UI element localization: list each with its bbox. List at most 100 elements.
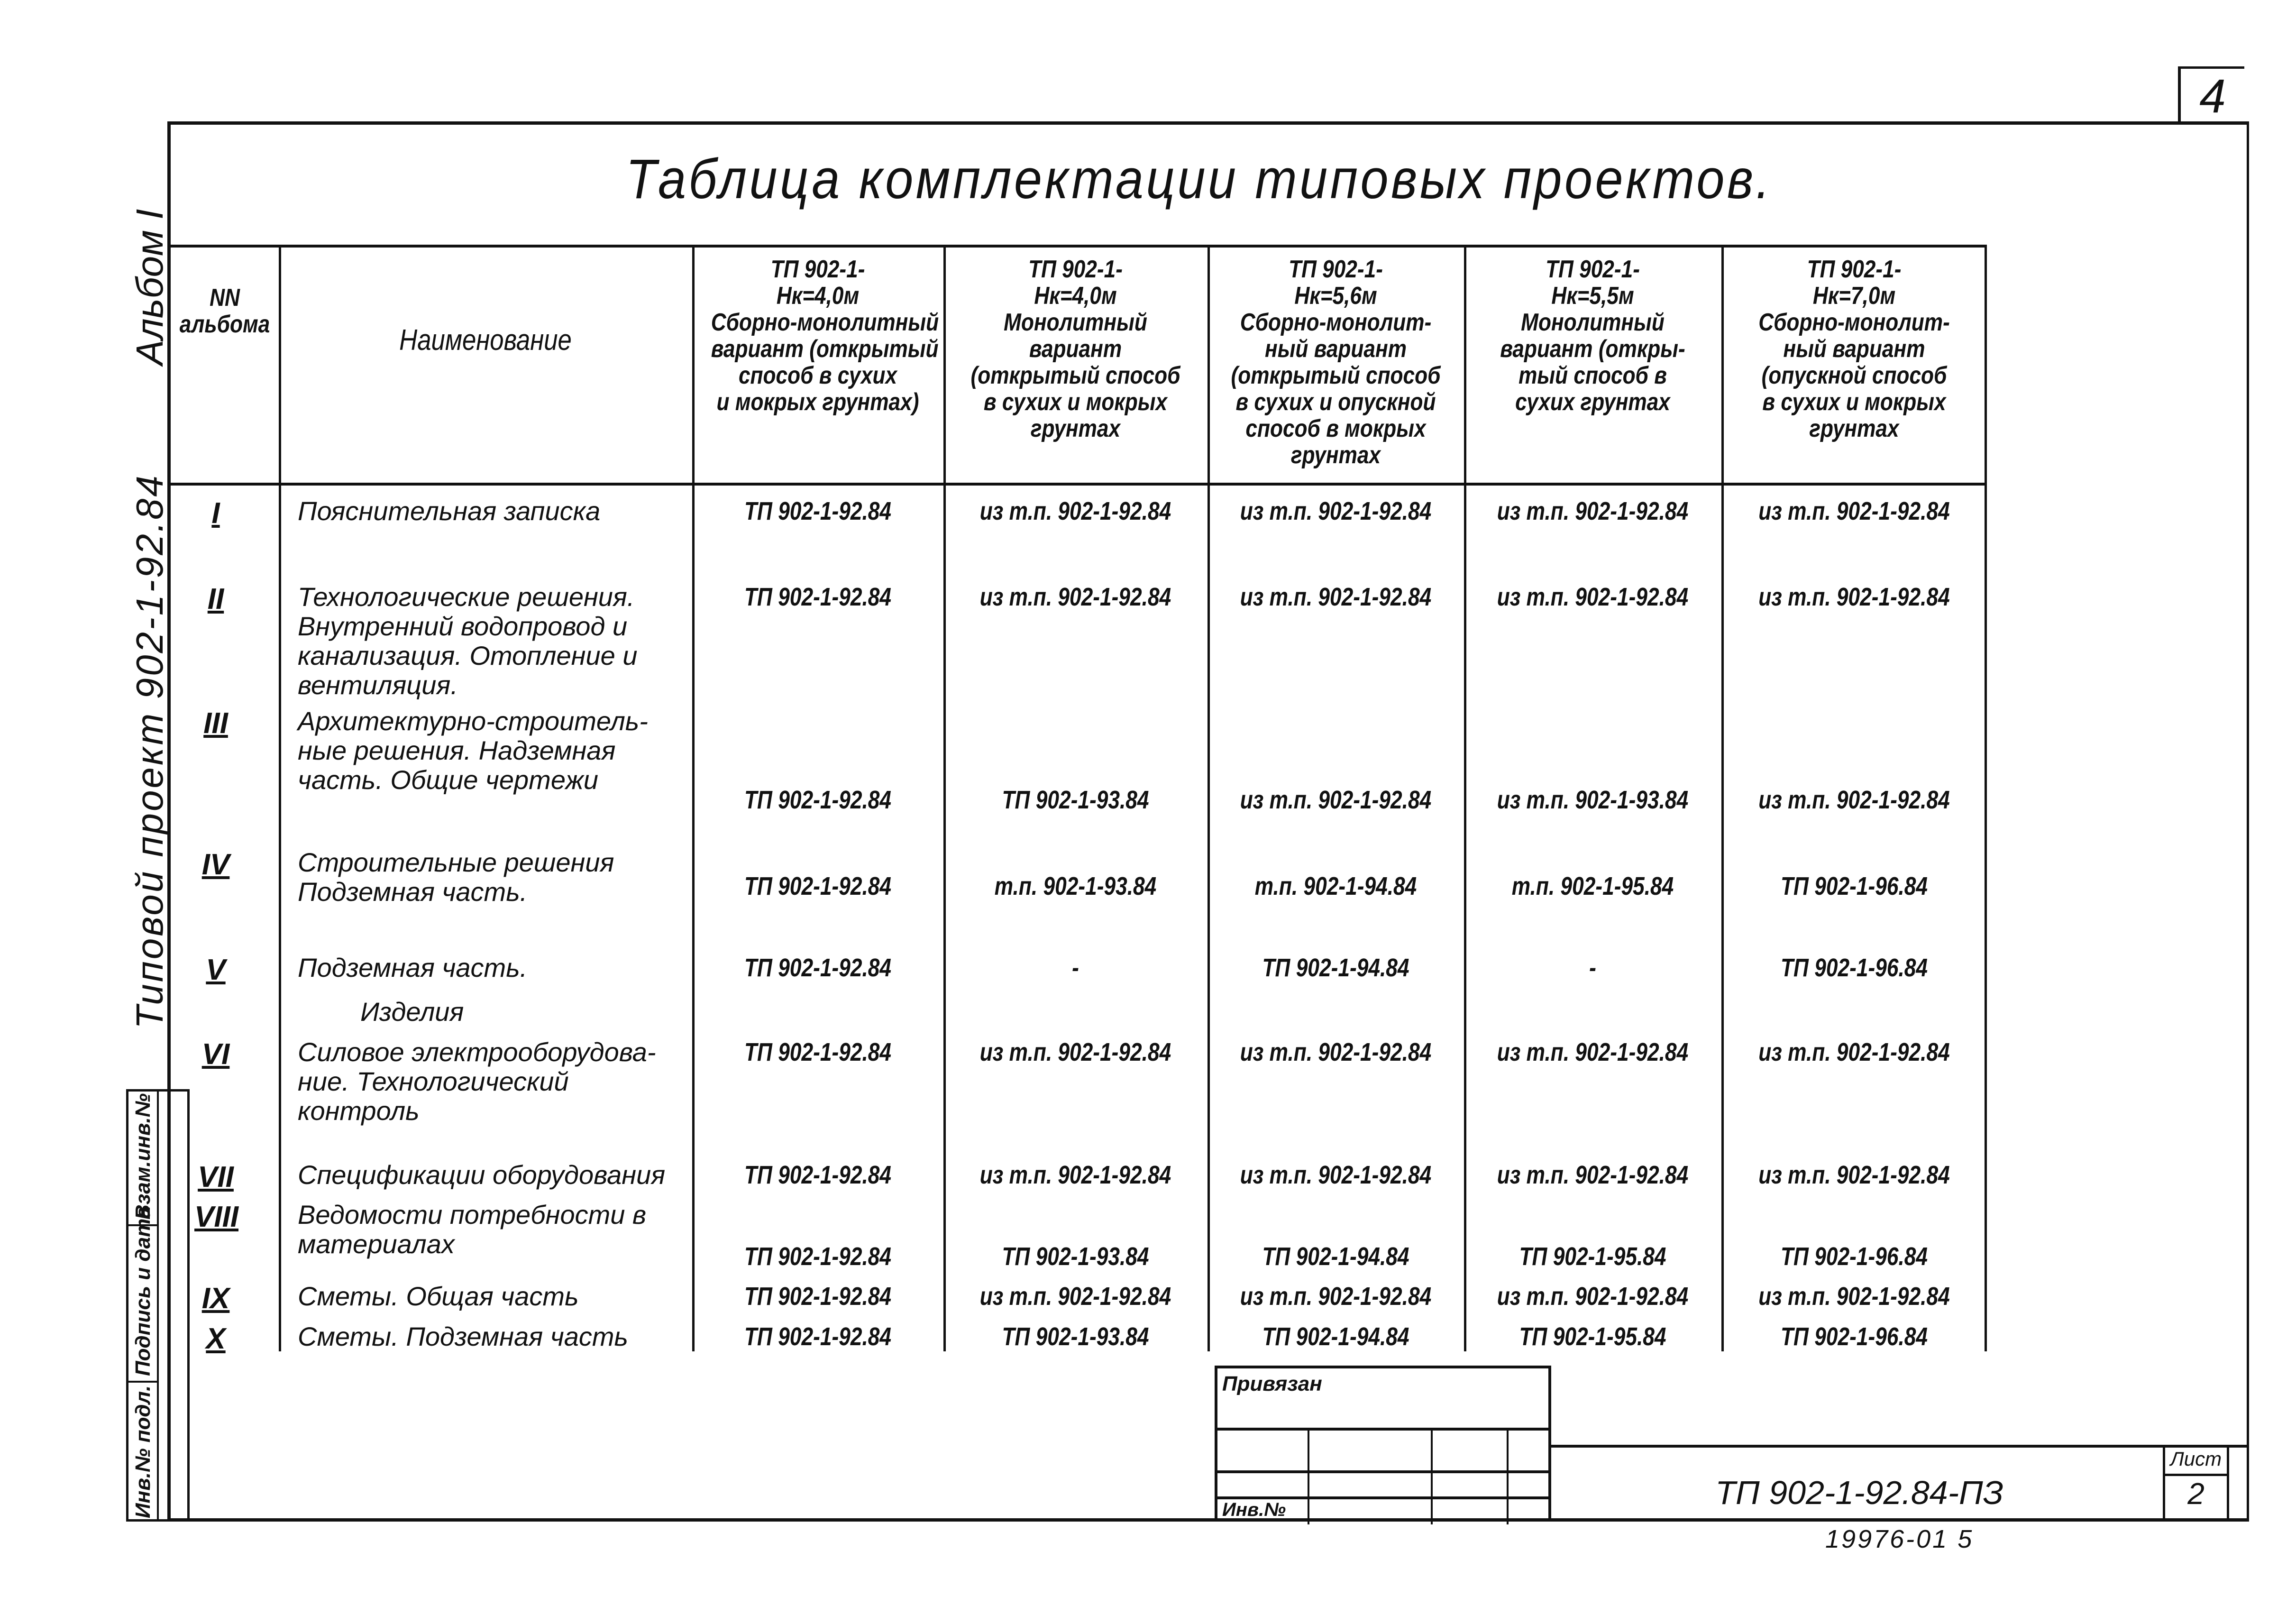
stamp-sign-label: Подпись и дата (131, 1207, 155, 1376)
project-cell: ТП 902-1-92.84 (744, 1242, 892, 1271)
column-header-line: вариант (открытый (711, 335, 939, 363)
album-number: I (211, 497, 220, 530)
project-cell: из т.п. 902-1-92.84 (1758, 1282, 1950, 1311)
project-cell: из т.п. 902-1-92.84 (1758, 1038, 1950, 1066)
project-cell: ТП 902-1-92.84 (744, 1038, 892, 1066)
column-divider (692, 245, 695, 1351)
project-cell: из т.п. 902-1-92.84 (1497, 1161, 1689, 1189)
column-header-line: вариант (откры- (1500, 335, 1685, 363)
project-cell: ТП 902-1-95.84 (1519, 1242, 1666, 1271)
column-header-line: в сухих и опускной (1235, 388, 1436, 416)
project-cell: из т.п. 902-1-92.84 (1497, 1038, 1689, 1066)
column-divider (1464, 245, 1466, 1351)
column-header-line: (открытый способ (1231, 362, 1441, 389)
project-cell: ТП 902-1-92.84 (744, 872, 892, 900)
project-cell: из т.п. 902-1-92.84 (1240, 583, 1432, 611)
album-label: Альбом I (128, 209, 171, 365)
column-header: ТП 902-1- Нк=4,0м Сборно-монолитный вариант… (711, 256, 939, 416)
project-cell: из т.п. 902-1-92.84 (1240, 497, 1432, 525)
stamp-strip: Инв.№ подл. Подпись и дата Взам.инв.№ (126, 1089, 190, 1522)
column-divider (943, 245, 946, 1351)
column-header-line: ный вариант (1783, 335, 1925, 363)
column-header-line: ный вариант (1264, 335, 1407, 363)
project-cell: из т.п. 902-1-92.84 (1497, 497, 1689, 525)
project-cell: т.п. 902-1-95.84 (1511, 872, 1674, 900)
project-cell: из т.п. 902-1-93.84 (1497, 786, 1689, 814)
column-header-line: Нк=7,0м (1812, 282, 1896, 310)
project-cell: т.п. 902-1-93.84 (994, 872, 1157, 900)
sheet-number: 4 (2178, 66, 2244, 123)
project-cell: из т.п. 902-1-92.84 (1240, 1282, 1432, 1311)
column-header-line: Сборно-монолит- (1240, 309, 1432, 336)
column-header-line: ТП 902-1- (1546, 256, 1640, 283)
sheet-value: 2 (2187, 1477, 2205, 1511)
header-divider (171, 483, 1987, 486)
column-header-line: способ в мокрых (1245, 415, 1426, 442)
column-header-line: Нк=5,5м (1551, 282, 1634, 310)
project-cell: ТП 902-1-92.84 (744, 1282, 892, 1311)
stamp-inv-label: Инв.№ подл. (131, 1385, 155, 1518)
column-header-line: Нк=5,6м (1294, 282, 1377, 310)
column-header-line: Наименование (399, 324, 572, 357)
project-cell: из т.п. 902-1-92.84 (979, 583, 1171, 611)
project-cell: ТП 902-1-96.84 (1780, 1322, 1928, 1351)
project-cell: ТП 902-1-92.84 (744, 954, 892, 982)
column-header-line: ТП 902-1- (1289, 256, 1383, 283)
project-cell: - (1072, 954, 1079, 982)
column-header-line: Сборно-монолит- (1758, 309, 1950, 336)
album-number: IV (201, 848, 230, 881)
project-cell: ТП 902-1-96.84 (1780, 1242, 1928, 1271)
project-cell: ТП 902-1-96.84 (1780, 954, 1928, 982)
column-header-line: ТП 902-1- (770, 256, 865, 283)
album-number: VII (198, 1161, 234, 1193)
column-header-line: Нк=4,0м (776, 282, 860, 310)
row-name: Изделия (360, 997, 464, 1027)
column-divider (1721, 245, 1724, 1351)
project-cell: ТП 902-1-95.84 (1519, 1322, 1666, 1351)
column-header: NN альбома (179, 284, 271, 338)
project-cell: ТП 902-1-94.84 (1262, 1322, 1409, 1351)
project-cell: ТП 902-1-92.84 (744, 497, 892, 525)
inv-label: Инв.№ (1222, 1499, 1286, 1520)
row-name: Сметы. Подземная часть (298, 1321, 628, 1351)
project-cell: из т.п. 902-1-92.84 (1497, 583, 1689, 611)
row-name: Архитектурно-строитель-ные решения. Надз… (298, 706, 648, 795)
sheet-number-text: 4 (2199, 70, 2226, 123)
project-cell: из т.п. 902-1-92.84 (979, 1038, 1171, 1066)
project-cell: ТП 902-1-93.84 (1002, 1322, 1149, 1351)
column-header-line: способ в сухих (738, 362, 897, 389)
album-number: X (206, 1322, 226, 1355)
column-header-line: (опускной способ (1761, 362, 1947, 389)
project-cell: ТП 902-1-94.84 (1262, 954, 1409, 982)
column-header-line: Нк=4,0м (1034, 282, 1117, 310)
row-name: Сметы. Общая часть (298, 1281, 579, 1311)
project-cell: ТП 902-1-93.84 (1002, 786, 1149, 814)
column-header-line: тый способ в (1518, 362, 1667, 389)
attachment-stamp: Привязан Инв.№ (1215, 1366, 1551, 1524)
column-header: ТП 902-1- Нк=7,0м Сборно-монолит-ный вариа… (1741, 256, 1967, 442)
project-cell: ТП 902-1-92.84 (744, 583, 892, 611)
column-header-line: грунтах (1030, 415, 1121, 442)
row-name: Технологические решения. Внутренний водо… (298, 582, 638, 700)
album-number: V (206, 954, 226, 986)
drawing-frame (167, 121, 2249, 1522)
column-header-line: и мокрых грунтах) (716, 388, 919, 416)
project-cell: ТП 902-1-92.84 (744, 786, 892, 814)
project-label: Типовой проект 902-1-92.84 (128, 474, 171, 1029)
project-cell: из т.п. 902-1-92.84 (1240, 786, 1432, 814)
row-name: Ведомости потребности в материалах (298, 1200, 647, 1259)
stamp-replace-label: Взам.инв.№ (131, 1093, 155, 1220)
document-code: ТП 902-1-92.84-ПЗ (1715, 1474, 2003, 1511)
project-cell: из т.п. 902-1-92.84 (1240, 1038, 1432, 1066)
column-header: Наименование (310, 324, 661, 357)
column-header-line: сухих грунтах (1515, 388, 1670, 416)
column-header-line: альбома (179, 311, 270, 338)
title-block: ТП 902-1-92.84-ПЗ Лист 2 (1551, 1445, 2249, 1522)
column-divider (279, 245, 281, 1351)
project-cell: ТП 902-1-93.84 (1002, 1242, 1149, 1271)
column-header-line: грунтах (1809, 415, 1899, 442)
project-cell: из т.п. 902-1-92.84 (1758, 1161, 1950, 1189)
project-cell: ТП 902-1-94.84 (1262, 1242, 1409, 1271)
project-cell: из т.п. 902-1-92.84 (1240, 1161, 1432, 1189)
column-divider (1207, 245, 1210, 1351)
